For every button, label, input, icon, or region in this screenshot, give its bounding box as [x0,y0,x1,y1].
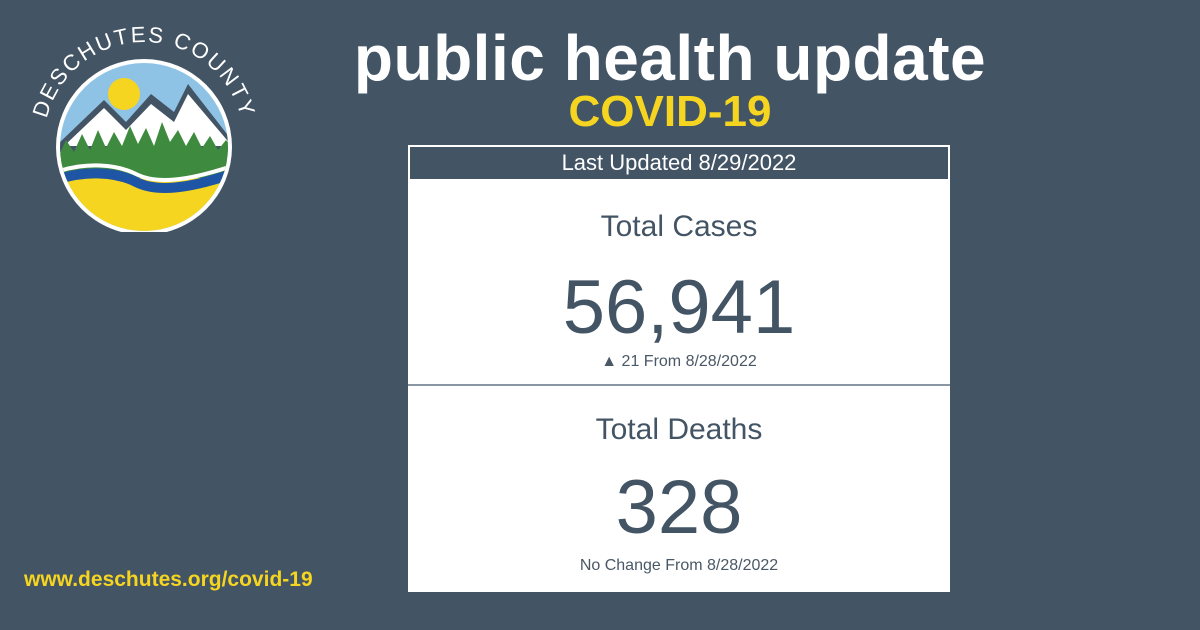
total-cases-change-text: 21 From 8/28/2022 [621,353,757,370]
panel-divider [408,384,950,386]
sun-icon [108,78,140,110]
total-cases-value: 56,941 [562,265,796,350]
total-deaths-change: No Change From 8/28/2022 [579,557,779,574]
total-deaths-label: Total Deaths [595,413,763,446]
river-highlight [60,162,228,182]
tree-line-icon [60,122,228,172]
total-cases-panel: Total Cases 56,941 ▲ 21 From 8/28/2022 [408,179,950,384]
page-subtitle: COVID-19 [568,87,772,136]
page-title: public health update [353,22,987,94]
total-deaths-panel: Total Deaths 328 No Change From 8/28/202… [408,386,950,592]
river-icon [60,167,228,193]
total-cases-change: ▲ 21 From 8/28/2022 [408,352,950,372]
mountain-icon [64,94,228,146]
website-link[interactable]: www.deschutes.org/covid-19 [24,568,313,591]
total-deaths-value: 328 [615,465,743,550]
deschutes-county-logo: DESCHUTES COUNTY [27,22,259,232]
up-triangle-icon: ▲ [601,353,618,370]
total-cases-label: Total Cases [600,210,758,243]
last-updated-bar: Last Updated 8/29/2022 [408,145,950,181]
